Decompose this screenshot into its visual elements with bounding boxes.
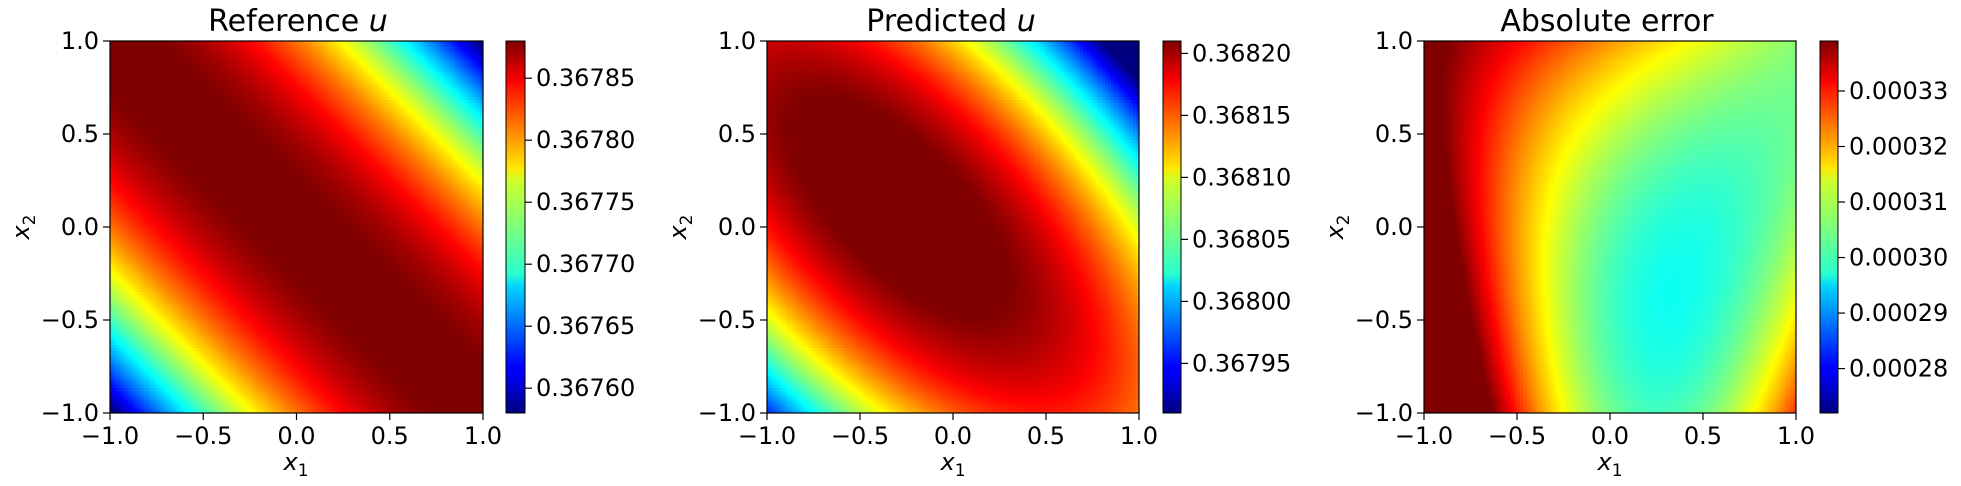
y-axis-label: x2 [1321, 214, 1354, 240]
y-axis-label: x2 [7, 214, 40, 240]
colorbar-tick-label: 0.36775 [536, 188, 635, 216]
x-axis-label: x1 [939, 448, 965, 481]
colorbar-ticks: 0.36795 0.36800 0.36805 0.36810 0.36815 0.368… [1181, 39, 1291, 377]
x-tick-label: 0.5 [1684, 422, 1722, 450]
colorbar-ticks: 0.00028 0.00029 0.00030 0.00031 0.00032 0.000… [1838, 77, 1948, 383]
colorbar-tick-label: 0.00030 [1849, 244, 1948, 272]
heatmap-plot-area [766, 40, 1140, 414]
heatmap-canvas [767, 41, 1139, 413]
y-tick-label: −1.0 [1355, 399, 1413, 427]
colorbar-tick-label: 0.00033 [1849, 77, 1948, 105]
x-tick-label: 0.0 [277, 422, 315, 450]
x-tick-label: −1.0 [1395, 422, 1453, 450]
panel-title: Absolute error [1500, 4, 1714, 39]
y-tick-label: 0.0 [718, 213, 756, 241]
x-tick-label: −0.5 [831, 422, 889, 450]
colorbar-tick-label: 0.36805 [1192, 225, 1291, 253]
y-axis-ticks: −1.0 −0.5 0.0 0.5 1.0 [41, 27, 110, 427]
colorbar-tick-label: 0.36795 [1192, 349, 1291, 377]
colorbar-tick-label: 0.36820 [1192, 39, 1291, 67]
y-tick-label: −0.5 [41, 306, 99, 334]
x-tick-label: −1.0 [738, 422, 796, 450]
y-tick-label: 0.5 [718, 120, 756, 148]
y-tick-label: 0.5 [61, 120, 99, 148]
colorbar-tick-label: 0.36815 [1192, 101, 1291, 129]
x-tick-label: −1.0 [81, 422, 139, 450]
x-tick-label: 0.0 [934, 422, 972, 450]
x-tick-label: 1.0 [1120, 422, 1158, 450]
y-tick-label: 1.0 [718, 27, 756, 55]
panel-absolute-error: Absolute error −1.0 −0.5 0.0 0.5 1.0 −1.0 −0.… [1321, 4, 1948, 481]
y-tick-label: −0.5 [698, 306, 756, 334]
y-tick-label: 0.0 [61, 213, 99, 241]
colorbar-tick-label: 0.36770 [536, 250, 635, 278]
y-axis-ticks: −1.0 −0.5 0.0 0.5 1.0 [1355, 27, 1424, 427]
colorbar: 0.00028 0.00029 0.00030 0.00031 0.00032 0.000… [1819, 40, 1948, 414]
colorbar-tick-label: 0.00029 [1849, 299, 1948, 327]
y-tick-label: −1.0 [698, 399, 756, 427]
y-tick-label: 1.0 [1375, 27, 1413, 55]
colorbar-tick-label: 0.00028 [1849, 355, 1948, 383]
colorbar-tick-label: 0.00032 [1849, 132, 1948, 160]
x-tick-label: −0.5 [174, 422, 232, 450]
heatmap-canvas [110, 41, 483, 413]
heatmap-plot-area [1423, 40, 1797, 414]
y-tick-label: −1.0 [41, 399, 99, 427]
x-tick-label: 1.0 [1777, 422, 1815, 450]
panel-predicted: Predicted u −1.0 −0.5 0.0 0.5 1.0 −1.0 −0.5 0.… [664, 4, 1291, 481]
x-tick-label: 1.0 [464, 422, 502, 450]
x-axis-label: x1 [282, 448, 308, 481]
y-tick-label: 0.5 [1375, 120, 1413, 148]
y-tick-label: 0.0 [1375, 213, 1413, 241]
y-axis-label: x2 [664, 214, 697, 240]
colorbar-tick-label: 0.36780 [536, 126, 635, 154]
colorbar-tick-label: 0.36785 [536, 64, 635, 92]
x-axis-ticks: −1.0 −0.5 0.0 0.5 1.0 [1395, 413, 1815, 450]
x-tick-label: −0.5 [1488, 422, 1546, 450]
colorbar-tick-label: 0.36800 [1192, 287, 1291, 315]
x-tick-label: 0.5 [1027, 422, 1065, 450]
colorbar-tick-label: 0.00031 [1849, 188, 1948, 216]
x-axis-ticks: −1.0 −0.5 0.0 0.5 1.0 [81, 413, 502, 450]
x-axis-ticks: −1.0 −0.5 0.0 0.5 1.0 [738, 413, 1158, 450]
x-tick-label: 0.5 [371, 422, 409, 450]
colorbar-tick-label: 0.36760 [536, 374, 635, 402]
y-axis-ticks: −1.0 −0.5 0.0 0.5 1.0 [698, 27, 767, 427]
panel-title: Reference u [208, 4, 388, 39]
panel-title: Predicted u [866, 4, 1035, 39]
colorbar-tick-label: 0.36765 [536, 312, 635, 340]
colorbar-ticks: 0.36760 0.36765 0.36770 0.36775 0.36780 0.367… [525, 64, 635, 402]
colorbar-tick-label: 0.36810 [1192, 163, 1291, 191]
heatmap-plot-area [109, 40, 484, 414]
y-tick-label: 1.0 [61, 27, 99, 55]
x-axis-label: x1 [1596, 448, 1622, 481]
x-tick-label: 0.0 [1591, 422, 1629, 450]
y-tick-label: −0.5 [1355, 306, 1413, 334]
heatmap-canvas [1424, 41, 1796, 413]
panel-reference: Reference u −1.0 −0.5 0.0 0.5 1.0 −1.0 −0.5 0.… [7, 4, 635, 481]
colorbar: 0.36795 0.36800 0.36805 0.36810 0.36815 0.368… [1162, 39, 1291, 414]
colorbar: 0.36760 0.36765 0.36770 0.36775 0.36780 0.367… [505, 40, 635, 414]
